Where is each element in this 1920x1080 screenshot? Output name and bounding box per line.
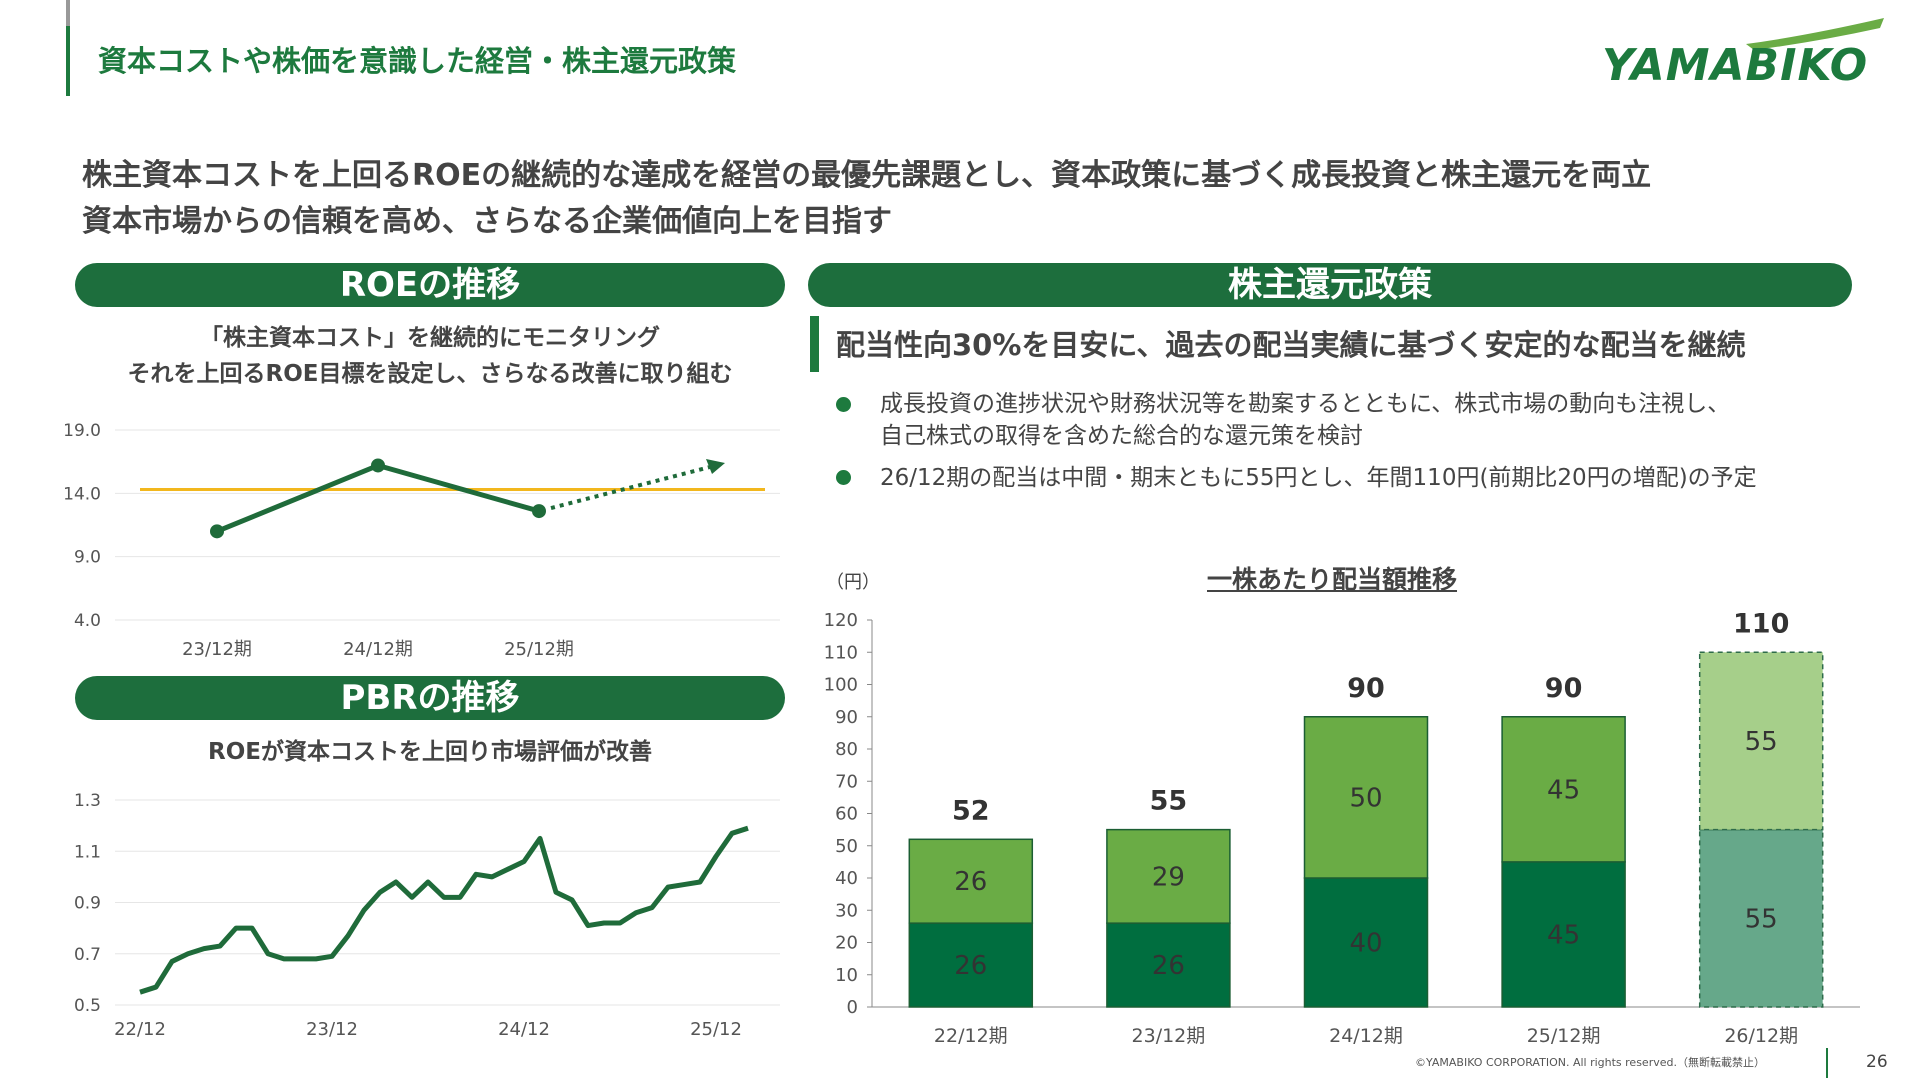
dividend-unit-label: （円） <box>826 572 880 593</box>
bar-total-label: 110 <box>1733 608 1789 639</box>
roe-series-line <box>216 462 540 534</box>
roe-forecast-arrow <box>550 465 711 511</box>
x-tick-label: 26/12期 <box>1724 1025 1798 1047</box>
pbr-series-line <box>139 825 749 995</box>
y-tick-label: 70 <box>835 771 858 792</box>
x-tick-label: 23/12期 <box>182 639 252 660</box>
bar-value-label: 55 <box>1745 727 1778 757</box>
y-tick-label: 19.0 <box>63 421 101 441</box>
pbr-section-header: PBRの推移 <box>75 676 785 720</box>
bar-value-label: 26 <box>954 951 987 981</box>
y-tick-label: 30 <box>835 900 858 921</box>
y-tick-label: 100 <box>824 675 858 696</box>
y-tick-label: 0.9 <box>74 894 101 914</box>
bar-value-label: 50 <box>1349 783 1382 813</box>
y-tick-label: 110 <box>824 642 858 663</box>
roe-chart: 19.0 14.0 9.0 4.0 23/12期 24/12期 25/12期 <box>63 421 780 660</box>
y-tick-label: 60 <box>835 804 858 825</box>
bar-value-label: 40 <box>1349 929 1382 959</box>
bar-value-label: 45 <box>1547 775 1580 805</box>
y-tick-label: 40 <box>835 868 858 889</box>
bar-total-label: 52 <box>952 795 990 826</box>
company-logo: YAMABIKO <box>1602 18 1884 88</box>
roe-section-header: ROEの推移 <box>75 263 785 307</box>
pbr-chart: 1.3 1.1 0.9 0.7 0.5 22/12 23/12 24/12 25/12 <box>74 791 780 1040</box>
bar-interim-dividend <box>1303 877 1429 1008</box>
roe-data-point <box>371 458 385 473</box>
bar-interim-dividend <box>1501 861 1626 1008</box>
y-tick-label: 0 <box>847 997 858 1018</box>
y-tick-label: 14.0 <box>63 484 101 504</box>
y-tick-label: 10 <box>835 965 858 986</box>
bar-value-label: 55 <box>1745 904 1778 934</box>
policy-section-header: 株主還元政策 <box>808 263 1852 307</box>
y-tick-label: 20 <box>835 933 858 954</box>
svg-text:YAMABIKO: YAMABIKO <box>1602 40 1868 88</box>
dividend-chart-title: 一株あたり配当額推移 <box>1207 565 1458 594</box>
bar-total-label: 55 <box>1150 786 1188 817</box>
x-tick-label: 23/12期 <box>1132 1025 1206 1047</box>
copyright-text: ©YAMABIKO CORPORATION. All rights reserv… <box>1415 1056 1765 1069</box>
x-tick-label: 22/12 <box>114 1019 166 1040</box>
x-tick-label: 23/12 <box>306 1019 358 1040</box>
x-tick-label: 25/12 <box>690 1019 742 1040</box>
bar-total-label: 90 <box>1545 673 1583 704</box>
y-tick-label: 90 <box>835 707 858 728</box>
lead-line-2: 資本市場からの信頼を高め、さらなる企業価値向上を目指す <box>82 204 892 239</box>
footer-divider <box>1826 1048 1828 1078</box>
bullet-1-line-1: 成長投資の進捗状況や財務状況等を勘案するとともに、株式市場の動向も注視し、 <box>880 391 1731 417</box>
x-tick-label: 22/12期 <box>934 1025 1008 1047</box>
x-tick-label: 24/12期 <box>343 639 413 660</box>
bar-year-end-dividend <box>1303 716 1429 879</box>
page-title: 資本コストや株価を意識した経営・株主還元政策 <box>98 44 737 78</box>
y-tick-label: 80 <box>835 739 858 760</box>
y-tick-label: 50 <box>835 836 858 857</box>
roe-data-point <box>210 524 224 539</box>
x-tick-label: 25/12期 <box>504 639 574 660</box>
roe-subtitle-2: それを上回るROE目標を設定し、さらなる改善に取り組む <box>127 361 733 387</box>
bar-value-label: 29 <box>1152 862 1185 892</box>
title-accent-bar <box>66 0 70 96</box>
y-tick-label: 4.0 <box>74 611 101 631</box>
y-tick-label: 9.0 <box>74 548 101 568</box>
policy-headline: 配当性向30%を目安に、過去の配当実績に基づく安定的な配当を継続 <box>836 328 1746 362</box>
lead-line-1: 株主資本コストを上回るROEの継続的な達成を経営の最優先課題とし、資本政策に基づ… <box>82 158 1652 193</box>
bullet-icon <box>836 470 851 485</box>
bullet-icon <box>836 397 851 412</box>
bar-year-end-dividend <box>1698 651 1824 831</box>
pbr-subtitle: ROEが資本コストを上回り市場評価が改善 <box>208 739 652 765</box>
y-tick-label: 1.3 <box>74 791 101 811</box>
y-tick-label: 120 <box>824 610 858 631</box>
title-accent-bar-top <box>66 0 70 26</box>
bar-value-label: 45 <box>1547 920 1580 950</box>
bullet-2: 26/12期の配当は中間・期末ともに55円とし、年間110円(前期比20円の増配… <box>880 465 1757 491</box>
bar-year-end-dividend <box>1501 716 1626 863</box>
x-tick-label: 24/12 <box>498 1019 550 1040</box>
y-tick-label: 0.5 <box>74 996 101 1016</box>
bar-interim-dividend <box>1698 828 1824 1008</box>
page-number: 26 <box>1866 1052 1888 1072</box>
bar-total-label: 90 <box>1347 673 1385 704</box>
bar-year-end-dividend <box>908 838 1034 924</box>
roe-forecast-arrowhead <box>706 459 725 474</box>
policy-accent-bar <box>810 316 819 372</box>
bar-year-end-dividend <box>1106 828 1231 924</box>
roe-data-point <box>532 504 546 519</box>
x-tick-label: 24/12期 <box>1329 1025 1403 1047</box>
bar-interim-dividend <box>1106 922 1231 1008</box>
y-tick-label: 1.1 <box>74 842 101 862</box>
bar-value-label: 26 <box>954 867 987 897</box>
x-tick-label: 25/12期 <box>1527 1025 1601 1047</box>
roe-subtitle-1: 「株主資本コスト」を継続的にモニタリング <box>200 325 660 351</box>
dividend-chart: （円） 0 10 20 30 40 50 60 70 80 90 100 110 120 26 26 52 2… <box>824 572 1860 1047</box>
bullet-1-line-2: 自己株式の取得を含めた総合的な還元策を検討 <box>880 423 1363 449</box>
y-tick-label: 0.7 <box>74 945 101 965</box>
bar-value-label: 26 <box>1152 951 1185 981</box>
